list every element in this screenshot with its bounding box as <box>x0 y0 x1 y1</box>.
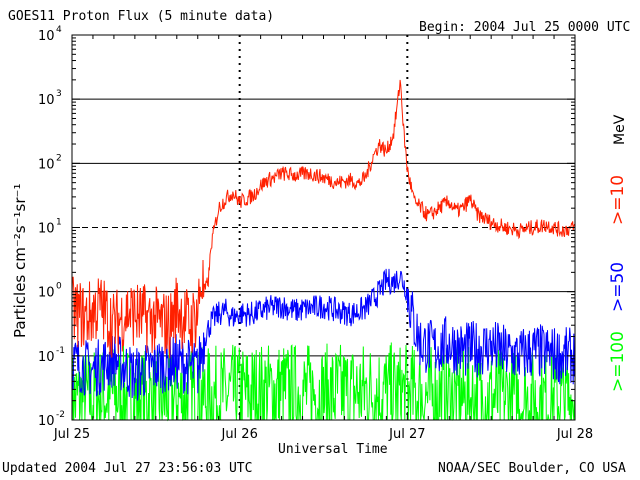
x-tick-label-2: Jul 27 <box>388 427 425 442</box>
x-tick-label-3: Jul 28 <box>556 427 593 442</box>
y-tick-label-6: 10 <box>38 29 55 44</box>
y-tick-exponent-4: 2 <box>56 153 62 163</box>
legend-unit-mev: MeV <box>612 114 628 145</box>
updated-timestamp: Updated 2004 Jul 27 23:56:03 UTC <box>2 461 253 476</box>
y-tick-exponent-1: -1 <box>56 346 65 356</box>
y-tick-exponent-5: 3 <box>56 89 62 99</box>
y-axis-title: Particles cm⁻²s⁻¹sr⁻¹ <box>11 183 29 338</box>
legend-ge10: >=10 <box>608 174 628 225</box>
y-tick-exponent-6: 4 <box>56 25 62 35</box>
y-tick-label-3: 10 <box>38 222 55 237</box>
legend-ge50: >=50 <box>608 261 628 312</box>
y-tick-exponent-2: 0 <box>56 282 62 292</box>
series-line->=100 <box>71 342 576 422</box>
y-tick-exponent-3: 1 <box>56 218 62 228</box>
x-tick-label-0: Jul 25 <box>53 427 90 442</box>
y-tick-label-4: 10 <box>38 157 55 172</box>
credit-text: NOAA/SEC Boulder, CO USA <box>438 461 626 476</box>
chart-title: GOES11 Proton Flux (5 minute data) <box>8 9 275 24</box>
y-tick-label-0: 10 <box>38 414 55 429</box>
begin-time: Begin: 2004 Jul 25 0000 UTC <box>419 20 631 35</box>
y-tick-label-2: 10 <box>38 286 55 301</box>
legend-ge100: >=100 <box>608 331 628 392</box>
series-line->=50 <box>71 268 576 401</box>
x-axis-title: Universal Time <box>278 442 388 457</box>
x-tick-label-1: Jul 26 <box>220 427 257 442</box>
y-tick-label-5: 10 <box>38 93 55 108</box>
series-line->=10 <box>71 79 576 359</box>
y-tick-label-1: 10 <box>38 350 55 365</box>
y-tick-exponent-0: -2 <box>56 410 65 420</box>
